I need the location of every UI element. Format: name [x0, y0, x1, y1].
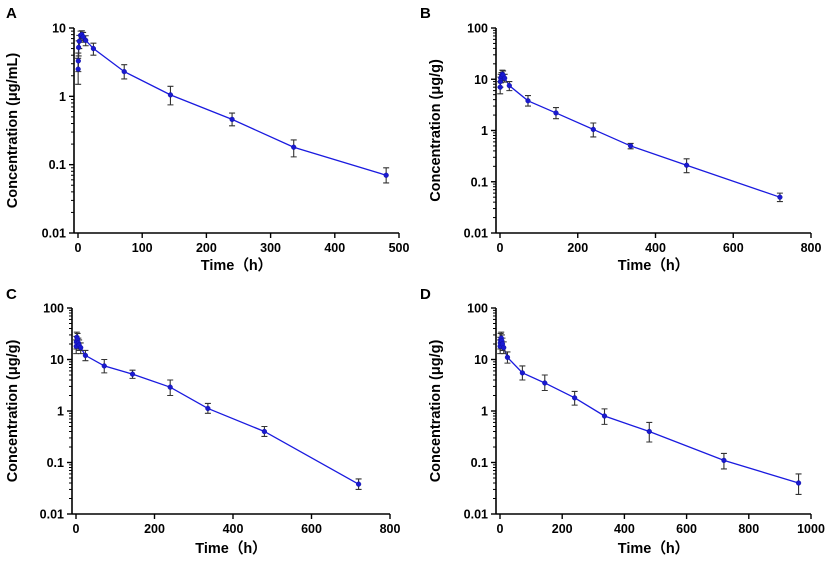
data-point	[101, 363, 107, 369]
y-tick-label: 1	[59, 90, 66, 104]
y-tick-label: 0.01	[42, 227, 66, 241]
data-point	[683, 162, 690, 168]
data-point	[542, 380, 548, 386]
data-point	[590, 126, 596, 133]
x-tick-label: 0	[73, 522, 80, 536]
y-tick-label: 0.01	[464, 227, 488, 241]
x-tick-label: 600	[723, 241, 744, 255]
y-tick-label: 100	[43, 302, 64, 316]
chart-panel-b: B 0.01 0.1 1 10 100 0 200 400 600 800 Time（h） Concen…	[420, 5, 821, 274]
x-tick-label: 400	[324, 241, 345, 255]
data-point	[229, 116, 235, 122]
y-tick-label: 0.1	[47, 456, 64, 470]
x-tick-label: 1000	[797, 522, 825, 536]
data-point	[75, 58, 81, 64]
x-tick-label: 0	[75, 241, 82, 255]
y-tick-label: 0.1	[471, 175, 488, 189]
data-point	[383, 172, 389, 178]
data-point	[525, 98, 531, 104]
data-point	[82, 352, 89, 359]
x-tick-label: 600	[301, 522, 322, 536]
data-point	[497, 84, 503, 90]
x-tick-label: 800	[738, 522, 759, 536]
x-tick-label: 0	[497, 241, 504, 255]
panel-label: A	[6, 5, 17, 22]
y-tick-label: 10	[474, 73, 488, 87]
y-axis-title: Concentration (μg/mL)	[5, 53, 21, 209]
chart-panel-c: C 0.01 0.1 1 10 100 0 200 400 600 800 Time（h） Concen…	[5, 286, 400, 557]
y-axis-title: Concentration (μg/g)	[5, 340, 21, 483]
x-axis-title: Time（h）	[195, 539, 266, 557]
data-point	[90, 45, 97, 52]
data-point	[76, 44, 82, 51]
y-tick-label: 10	[52, 22, 66, 36]
x-tick-label: 200	[144, 522, 165, 536]
data-point	[75, 66, 81, 72]
y-tick-label: 1	[57, 405, 64, 419]
data-point	[356, 481, 362, 487]
data-point	[721, 457, 727, 463]
data-point	[167, 92, 174, 98]
data-point	[129, 371, 136, 377]
panel-label: B	[420, 5, 431, 22]
concentration-curve	[499, 73, 781, 198]
y-tick-label: 100	[467, 22, 488, 36]
data-point	[572, 395, 578, 401]
data-point	[78, 345, 84, 351]
y-tick-label: 0.01	[40, 508, 64, 522]
x-tick-label: 800	[801, 241, 822, 255]
data-point	[261, 428, 268, 435]
x-tick-label: 200	[552, 522, 573, 536]
x-tick-label: 600	[676, 522, 697, 536]
data-point	[501, 345, 507, 351]
y-axis-title: Concentration (μg/g)	[428, 340, 444, 483]
x-tick-label: 500	[389, 241, 410, 255]
y-tick-label: 10	[50, 353, 64, 367]
data-point	[628, 143, 634, 149]
y-tick-label: 0.1	[471, 456, 488, 470]
x-tick-label: 200	[196, 241, 217, 255]
concentration-curve	[77, 33, 387, 176]
y-tick-label: 100	[467, 302, 488, 316]
data-point	[76, 38, 82, 44]
x-axis-title: Time（h）	[618, 256, 689, 274]
x-axis-title: Time（h）	[201, 256, 272, 274]
data-point	[83, 37, 89, 43]
y-tick-label: 1	[481, 405, 488, 419]
data-point	[506, 83, 512, 89]
data-point	[504, 354, 511, 360]
x-tick-label: 400	[614, 522, 635, 536]
y-tick-label: 10	[474, 353, 488, 367]
data-point	[121, 69, 127, 75]
concentration-curve	[75, 334, 359, 485]
x-tick-label: 400	[645, 241, 666, 255]
data-point	[502, 75, 508, 81]
y-tick-label: 1	[481, 124, 488, 138]
x-tick-label: 400	[223, 522, 244, 536]
panel-label: C	[6, 286, 17, 303]
data-point	[205, 405, 211, 412]
data-point	[601, 413, 608, 419]
x-tick-label: 300	[260, 241, 281, 255]
data-point	[291, 144, 297, 150]
data-point	[646, 428, 652, 435]
data-point	[167, 384, 173, 390]
concentration-curve	[499, 335, 799, 484]
data-point	[795, 480, 802, 486]
y-tick-label: 0.01	[464, 508, 488, 522]
panel-label: D	[420, 286, 431, 303]
x-tick-label: 800	[380, 522, 401, 536]
data-point	[553, 110, 559, 116]
x-tick-label: 200	[567, 241, 588, 255]
data-point	[519, 370, 525, 376]
data-point	[777, 194, 783, 200]
y-axis-title: Concentration (μg/g)	[428, 59, 444, 202]
y-tick-label: 0.1	[49, 158, 66, 172]
x-axis-title: Time（h）	[618, 539, 689, 557]
x-tick-label: 0	[497, 522, 504, 536]
x-tick-label: 100	[132, 241, 153, 255]
